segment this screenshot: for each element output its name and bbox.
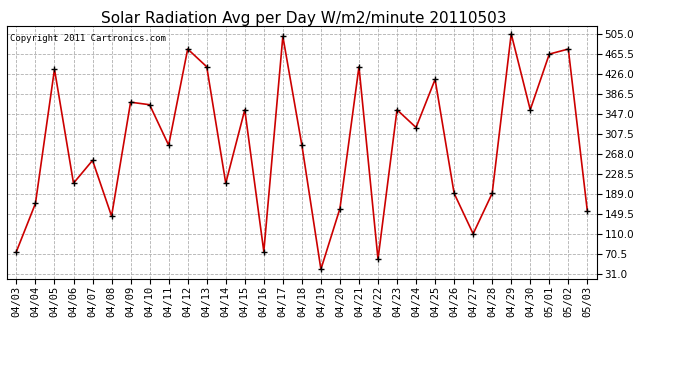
Text: Copyright 2011 Cartronics.com: Copyright 2011 Cartronics.com [10, 34, 166, 43]
Text: Solar Radiation Avg per Day W/m2/minute 20110503: Solar Radiation Avg per Day W/m2/minute … [101, 11, 506, 26]
